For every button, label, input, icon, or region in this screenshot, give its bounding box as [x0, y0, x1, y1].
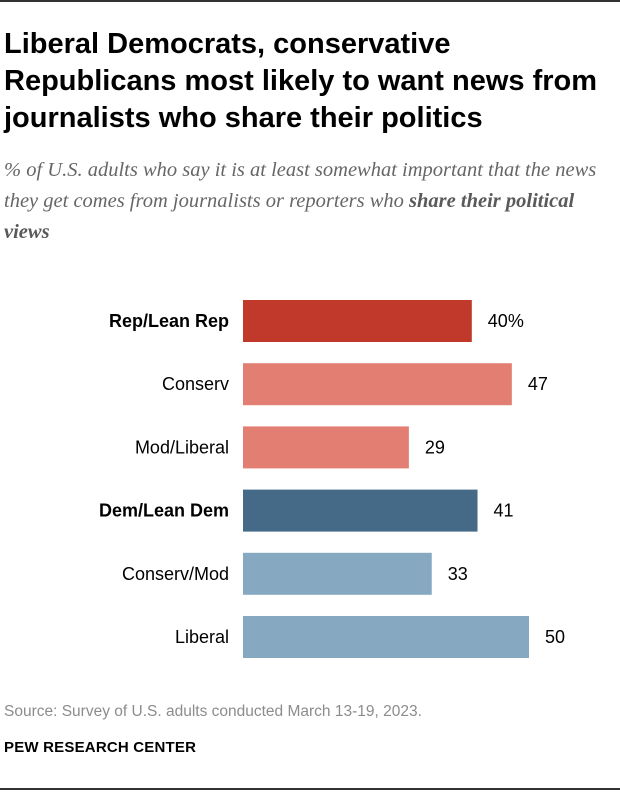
bar-mod-liberal [243, 426, 409, 469]
bar-liberal [243, 616, 529, 658]
top-rule [0, 0, 620, 2]
value-label-liberal: 50 [545, 627, 565, 647]
bar-dem-lean-dem [243, 489, 478, 532]
subtitle-emphasis: share their political views [4, 190, 575, 243]
value-label-conserv-mod: 33 [448, 564, 468, 584]
bar-conserv [243, 363, 512, 406]
source-note: Source: Survey of U.S. adults conducted … [4, 703, 422, 720]
bar-chart: Rep/Lean Rep 40% Conserv 47 Mod/Liberal 29 Dem… [99, 300, 565, 658]
chart-title: Liberal Democrats, conservative Republic… [4, 28, 598, 134]
category-label-conserv-mod: Conserv/Mod [122, 564, 229, 584]
category-label-conserv: Conserv [162, 374, 229, 394]
value-label-mod-liberal: 29 [425, 437, 445, 457]
bottom-rule [0, 788, 620, 790]
category-label-dem-lean-dem: Dem/Lean Dem [99, 501, 229, 521]
bar-conserv-mod [243, 552, 432, 595]
category-label-mod-liberal: Mod/Liberal [135, 437, 229, 457]
organization-name: PEW RESEARCH CENTER [4, 739, 197, 756]
chart-subtitle: % of U.S. adults who say it is at least … [4, 155, 616, 248]
value-label-conserv: 47 [528, 374, 548, 394]
category-label-liberal: Liberal [175, 627, 229, 647]
subtitle-text: % of U.S. adults who say it is at least … [4, 159, 597, 212]
bar-rep-lean-rep [243, 300, 472, 342]
category-label-rep-lean-rep: Rep/Lean Rep [109, 311, 229, 331]
value-label-dem-lean-dem: 41 [494, 501, 514, 521]
value-label-rep-lean-rep: 40% [488, 311, 524, 331]
